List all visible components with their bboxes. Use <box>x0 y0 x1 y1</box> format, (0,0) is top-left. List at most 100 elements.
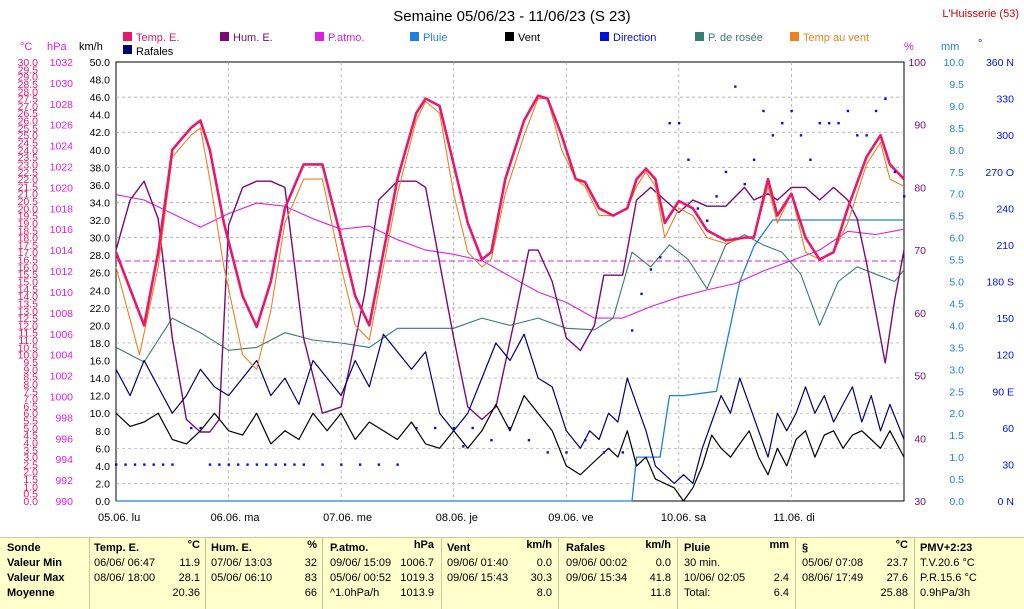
tick-temp: 25.5 <box>18 123 39 135</box>
direction-point <box>190 426 193 430</box>
summary-patmo-avg-value: 1013.9 <box>400 587 434 599</box>
direction-point <box>358 463 362 466</box>
tick-rain: 0.0 <box>949 496 964 508</box>
tick-temp: 3.0 <box>23 452 38 464</box>
summary-patmo-max-date: 05/06/ 00:52 <box>330 572 392 584</box>
direction-point <box>781 121 784 125</box>
tick-rain: 6.0 <box>949 233 964 245</box>
direction-point <box>208 463 212 466</box>
summary-s-avg-value: 25.88 <box>880 587 908 599</box>
unit-patmo: hPa <box>47 41 67 53</box>
direction-point <box>762 109 765 113</box>
summary-patmo-max-value: 1019.3 <box>400 572 434 584</box>
tick-temp: 26.5 <box>18 108 39 120</box>
tick-patmo: 1020 <box>50 182 74 194</box>
direction-point <box>152 463 155 466</box>
tick-patmo: 990 <box>55 496 73 508</box>
direction-point <box>115 463 118 466</box>
summary-temp-title: Temp. E. <box>94 542 140 554</box>
direction-point <box>884 97 887 100</box>
tick-temp: 14.5 <box>18 284 39 296</box>
tick-x: 11.06. di <box>773 512 814 524</box>
tick-temp: 12.5 <box>18 313 39 325</box>
summary-pluie-total-label: Total: <box>684 587 711 599</box>
summary-hum-min-date: 07/06/ 13:03 <box>211 557 273 569</box>
tick-rain: 5.5 <box>949 255 964 267</box>
summary-vent-min-date: 09/06/ 01:40 <box>447 557 509 569</box>
direction-point <box>565 451 568 454</box>
unit-temp: °C <box>20 41 32 53</box>
tick-temp: 15.0 <box>18 277 39 289</box>
direction-point <box>809 158 812 161</box>
tick-temp: 23.0 <box>18 159 39 171</box>
summary-rafales-min-date: 09/06/ 00:02 <box>566 557 628 569</box>
legend-label-hum: Hum. E. <box>233 32 273 44</box>
summary-pmv-tv: T.V.20.6 °C <box>920 557 975 569</box>
tick-dir: 240 <box>996 203 1014 215</box>
summary-patmo-unit: hPa <box>413 539 434 551</box>
tick-rain: 6.5 <box>949 211 964 223</box>
direction-point <box>171 463 174 466</box>
direction-point <box>584 439 587 442</box>
direction-point <box>856 134 859 137</box>
tick-wind: 2.0 <box>95 478 110 490</box>
tick-wind: 32.0 <box>90 215 111 227</box>
chart-legend: Temp. E. Hum. E. P.atmo. Pluie Vent Direction… <box>123 32 869 58</box>
tick-dir: 270 O <box>985 167 1014 179</box>
tick-rain: 0.5 <box>949 474 964 486</box>
summary-hum-unit: % <box>307 539 317 551</box>
summary-pluie-max-date: 10/06/ 02:05 <box>684 572 746 584</box>
summary-vent: Vent km/h 09/06/ 01:40 0.0 09/06/ 15:43 30.… <box>447 538 552 609</box>
series-line-pluie <box>116 219 904 502</box>
tick-patmo: 1008 <box>50 308 74 320</box>
direction-point <box>396 463 399 466</box>
location-label: L'Huisserie (53) <box>942 8 1019 20</box>
tick-temp: 8.0 <box>23 379 38 391</box>
direction-point <box>706 219 709 222</box>
tick-wind: 18.0 <box>90 338 111 350</box>
tick-patmo: 1018 <box>50 203 74 215</box>
weather-chart: Semaine 05/06/23 - 11/06/23 (S 23) L'Hui… <box>18 8 1019 524</box>
summary-temp-min-value: 11.9 <box>179 557 200 569</box>
summary-patmo-title: P.atmo. <box>330 542 369 554</box>
tick-hum: 60 <box>914 308 926 320</box>
tick-patmo: 1030 <box>50 78 74 90</box>
legend-swatch-vent <box>505 32 514 41</box>
legend-label-direction: Direction <box>613 32 656 44</box>
direction-point <box>509 426 512 430</box>
unit-wind: km/h <box>79 41 103 53</box>
tick-wind: 44.0 <box>90 110 111 122</box>
summary-temp: Temp. E. °C 06/06/ 06:47 11.9 08/06/ 18:00… <box>94 538 200 609</box>
direction-point <box>255 463 259 466</box>
direction-point <box>893 170 897 174</box>
tick-rain: 1.0 <box>949 452 964 464</box>
tick-rain: 4.0 <box>949 320 964 332</box>
summary-temp-avg-value: 20.36 <box>172 587 200 599</box>
tick-wind: 4.0 <box>95 461 110 473</box>
direction-point <box>546 451 549 454</box>
direction-point <box>161 463 165 466</box>
direction-point <box>227 463 230 466</box>
tick-temp: 21.0 <box>18 189 39 201</box>
tick-rain: 7.0 <box>949 189 964 201</box>
tick-wind: 28.0 <box>90 250 111 262</box>
tick-wind: 26.0 <box>90 268 111 280</box>
tick-rain: 8.5 <box>949 123 964 135</box>
summary-s-max-value: 27.6 <box>886 572 908 584</box>
legend-swatch-pluie <box>410 32 419 41</box>
summary-hum-avg-value: 66 <box>304 587 317 599</box>
direction-point <box>734 85 737 88</box>
tick-temp: 29.0 <box>18 72 39 84</box>
tick-temp: 28.0 <box>18 86 39 98</box>
summary-rafales-unit: km/h <box>645 539 671 551</box>
summary-vent-avg-value: 8.0 <box>536 587 552 599</box>
tick-temp: 4.5 <box>23 430 38 442</box>
tick-hum: 90 <box>914 120 926 132</box>
legend-swatch-direction <box>600 32 609 41</box>
legend-label-temp: Temp. E. <box>136 32 179 44</box>
tick-temp: 1.5 <box>23 474 38 486</box>
summary-hum-title: Hum. E. <box>211 542 252 554</box>
tick-patmo: 1002 <box>50 371 74 383</box>
tick-patmo: 1032 <box>50 57 74 69</box>
direction-point <box>490 439 493 442</box>
